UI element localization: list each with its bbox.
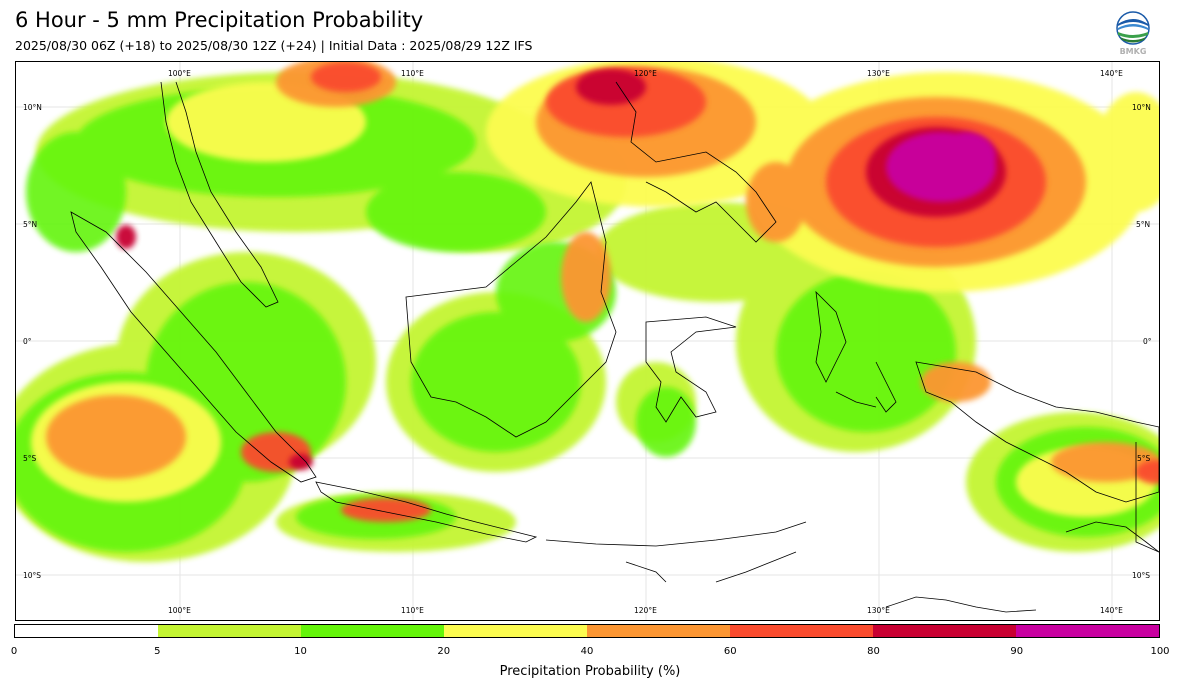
colorbar-tick-label: 40 [580,646,594,657]
svg-text:BMKG: BMKG [1120,47,1147,56]
probability-field [16,62,1159,562]
colorbar [14,624,1160,638]
lon-label-top: 130°E [867,69,890,78]
chart-subtitle: 2025/08/30 06Z (+18) to 2025/08/30 12Z (… [15,38,533,53]
colorbar-tick-label: 0 [10,646,18,657]
colorbar-tick-label: 60 [723,646,737,657]
lon-label-top: 140°E [1100,69,1123,78]
colorbar-segment [15,625,158,637]
lat-label-left: 0° [23,337,32,346]
colorbar-segment [873,625,1016,637]
lon-label-bottom: 100°E [168,606,191,615]
colorbar-segment [1016,625,1159,637]
colorbar-tick-label: 80 [867,646,880,657]
colorbar-segment [730,625,873,637]
precipitation-map: 100°E 110°E 120°E 130°E 140°E 100°E 110°… [15,61,1160,621]
lon-label-bottom: 140°E [1100,606,1123,615]
lat-label-left: 5°N [23,220,38,229]
lon-label-top: 120°E [634,69,657,78]
colorbar-segment [587,625,730,637]
map-canvas [16,62,1159,620]
lon-label-top: 100°E [168,69,191,78]
colorbar-segment [158,625,301,637]
lat-label-right: 5°N [1136,220,1151,229]
chart-title: 6 Hour - 5 mm Precipitation Probability [15,8,424,32]
lon-label-bottom: 130°E [867,606,890,615]
lat-label-right: 10°S [1132,571,1151,580]
bmkg-logo-icon: BMKG [1114,10,1152,56]
lat-label-left: 10°S [23,571,42,580]
colorbar-tick-label: 5 [154,646,161,657]
coastlines [70,81,1159,613]
colorbar-tick-label: 90 [1010,646,1024,657]
colorbar-tick-label: 20 [437,646,451,657]
lat-label-left: 10°N [23,103,42,112]
lat-label-right: 5°S [1137,454,1151,463]
lon-label-bottom: 120°E [634,606,657,615]
lat-label-left: 5°S [23,454,37,463]
colorbar-segment [301,625,444,637]
lat-label-right: 0° [1143,337,1152,346]
lon-label-bottom: 110°E [401,606,424,615]
colorbar-tick-label: 100 [1150,646,1170,657]
colorbar-tick-label: 10 [294,646,307,657]
lat-label-right: 10°N [1132,103,1151,112]
colorbar-segment [444,625,587,637]
lon-label-top: 110°E [401,69,424,78]
colorbar-label: Precipitation Probability (%) [499,664,681,679]
